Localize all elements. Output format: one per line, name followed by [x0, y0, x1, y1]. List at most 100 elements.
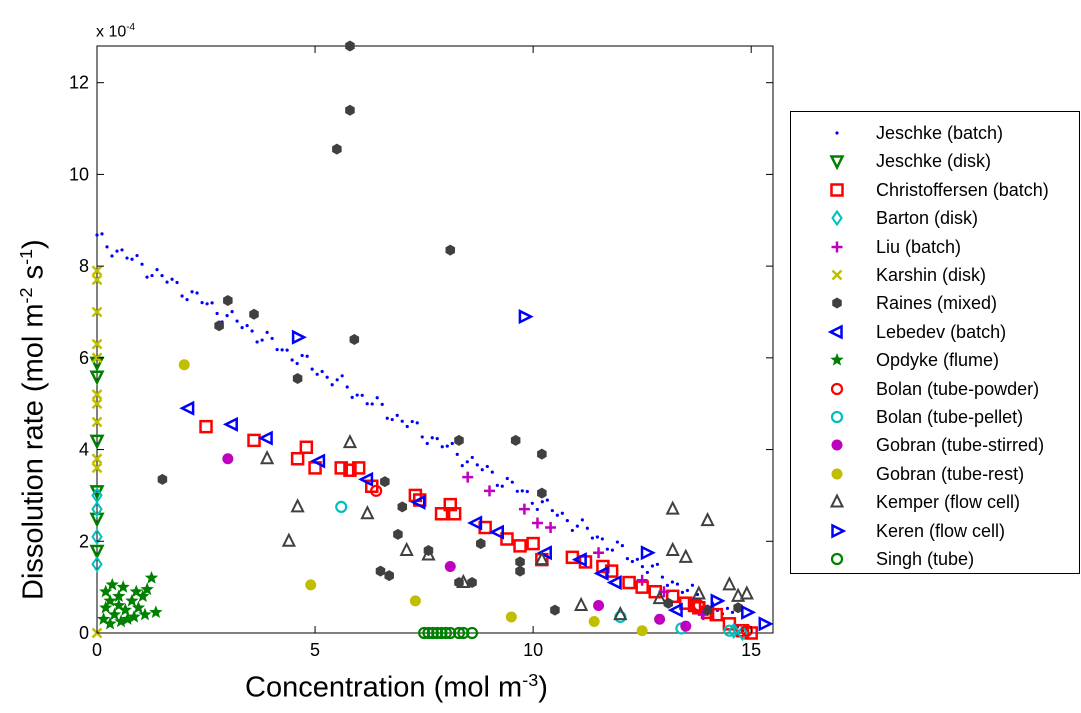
series-gobran-tube-rest: [178, 359, 648, 637]
data-point: [430, 436, 434, 440]
data-point: [265, 330, 269, 335]
data-point: [103, 616, 117, 630]
data-point: [215, 311, 219, 316]
data-point: [400, 419, 404, 423]
data-point: [144, 570, 159, 584]
data-point: [606, 575, 622, 591]
data-point: [384, 570, 394, 582]
data-point: [247, 433, 261, 448]
data-point: [138, 607, 152, 621]
data-point: [593, 547, 605, 559]
data-point: [645, 570, 650, 575]
data-point: [439, 626, 453, 640]
data-point: [91, 500, 103, 518]
data-point: [450, 441, 454, 446]
data-point: [393, 528, 403, 540]
data-point: [91, 528, 103, 545]
data-point: [465, 460, 469, 464]
data-point: [550, 604, 560, 616]
data-point: [105, 577, 119, 591]
y-axis-label: Dissolution rate (mol m-2 s-1): [16, 239, 50, 600]
data-point: [495, 483, 499, 488]
legend-marker-shape: [831, 241, 843, 253]
data-point: [640, 545, 656, 561]
data-point: [452, 626, 466, 640]
legend-marker: [830, 410, 844, 424]
y-tick-label: 4: [79, 440, 89, 460]
legend-marker-shape: [829, 493, 845, 508]
legend-label: Liu (batch): [876, 236, 962, 257]
data-point: [342, 433, 358, 449]
x-tick-label: 10: [523, 640, 543, 660]
data-point: [397, 501, 408, 513]
data-point: [225, 314, 229, 318]
series-christoffersen-batch: [199, 419, 758, 640]
data-point: [214, 320, 224, 332]
data-point: [223, 295, 233, 307]
data-point: [107, 607, 122, 621]
legend-item: Christoffersen (batch): [791, 177, 1079, 205]
data-point: [455, 452, 459, 456]
legend-item: Singh (tube): [791, 546, 1079, 574]
data-point: [385, 416, 389, 420]
data-point: [485, 464, 489, 469]
data-point: [593, 599, 605, 611]
data-point: [422, 626, 435, 640]
data-point: [135, 253, 139, 258]
data-point: [525, 489, 529, 494]
series-liu-batch: [462, 471, 709, 621]
legend-label: Opdyke (flume): [876, 350, 1000, 371]
legend-label: Kemper (flow cell): [876, 492, 1021, 513]
data-point: [89, 544, 105, 560]
legend-marker: [830, 353, 844, 366]
data-point: [444, 626, 457, 640]
data-point: [431, 626, 444, 640]
data-point: [222, 453, 234, 465]
data-point: [625, 557, 629, 561]
data-point: [91, 398, 103, 410]
data-point: [91, 338, 103, 350]
data-point: [91, 274, 103, 286]
x-tick-label: 5: [310, 640, 320, 660]
data-point: [96, 612, 111, 625]
data-point: [91, 265, 103, 277]
data-point: [358, 471, 374, 487]
data-point: [315, 372, 319, 376]
data-point: [540, 500, 544, 504]
data-point: [565, 519, 569, 523]
data-point: [179, 400, 195, 416]
data-point: [136, 589, 150, 602]
data-point: [320, 369, 324, 374]
data-point: [526, 536, 540, 551]
data-point: [520, 489, 524, 493]
data-point: [537, 448, 547, 460]
legend-label: Gobran (tube-stirred): [876, 435, 1045, 456]
data-point: [131, 600, 146, 614]
data-point: [728, 622, 740, 639]
legend-label: Jeschke (disk): [876, 151, 992, 172]
series-keren-flow-cell: [291, 309, 774, 632]
data-point: [545, 522, 557, 534]
data-point: [518, 309, 534, 325]
data-point: [103, 593, 117, 607]
data-point: [405, 424, 409, 429]
data-point: [652, 589, 667, 605]
series-raines-mixed: [157, 40, 743, 616]
data-point: [518, 503, 530, 515]
legend-item: Kemper (flow cell): [791, 489, 1079, 517]
data-point: [640, 564, 644, 569]
legend-marker: [830, 183, 844, 197]
data-point: [467, 577, 477, 589]
data-point: [120, 612, 135, 625]
series-bolan-tube-powder: [370, 484, 753, 637]
data-point: [691, 585, 706, 600]
data-point: [230, 309, 234, 314]
data-point: [635, 557, 639, 561]
data-point: [295, 361, 299, 366]
data-point: [610, 548, 614, 552]
data-point: [690, 583, 695, 587]
data-point: [723, 624, 736, 637]
data-point: [679, 596, 693, 610]
data-point: [675, 582, 680, 586]
data-point: [475, 463, 479, 467]
